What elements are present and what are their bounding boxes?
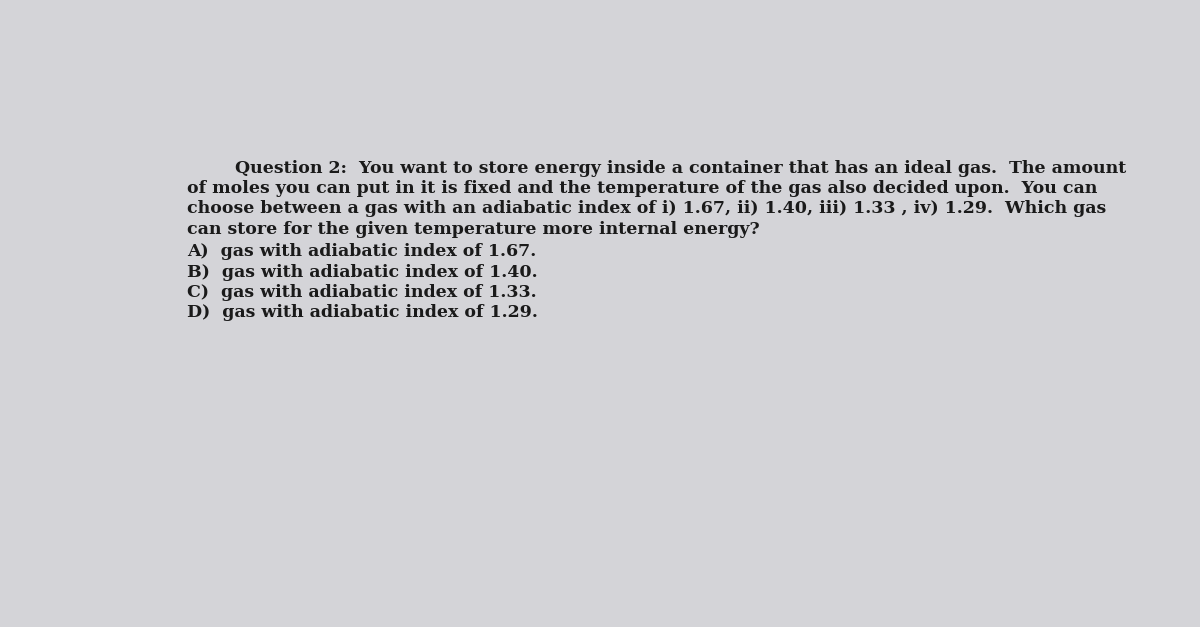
Text: B)  gas with adiabatic index of 1.40.: B) gas with adiabatic index of 1.40. (187, 263, 538, 280)
Text: A)  gas with adiabatic index of 1.67.: A) gas with adiabatic index of 1.67. (187, 243, 536, 260)
Text: Question 2:  You want to store energy inside a container that has an ideal gas. : Question 2: You want to store energy ins… (187, 160, 1127, 177)
Text: choose between a gas with an adiabatic index of i) 1.67, ii) 1.40, iii) 1.33 , i: choose between a gas with an adiabatic i… (187, 200, 1106, 218)
Text: of moles you can put in it is fixed and the temperature of the gas also decided : of moles you can put in it is fixed and … (187, 180, 1098, 197)
Text: C)  gas with adiabatic index of 1.33.: C) gas with adiabatic index of 1.33. (187, 284, 536, 301)
Text: can store for the given temperature more internal energy?: can store for the given temperature more… (187, 221, 760, 238)
Text: D)  gas with adiabatic index of 1.29.: D) gas with adiabatic index of 1.29. (187, 304, 538, 321)
